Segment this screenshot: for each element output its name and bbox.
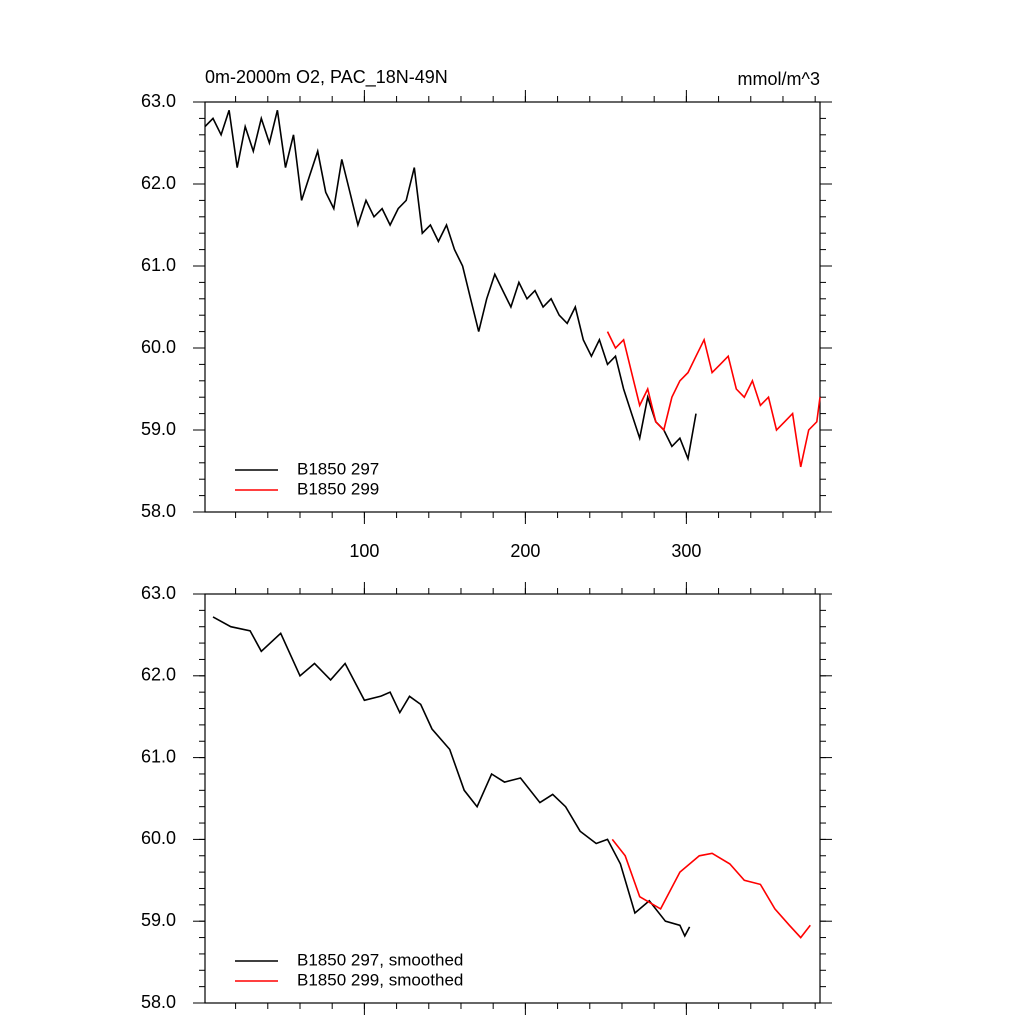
data-line [212,616,691,938]
chart-title: 0m-2000m O2, PAC_18N-49N [205,67,448,88]
y-tick-label: 60.0 [141,337,176,357]
plot-frame [204,593,821,1004]
legend-label: B1850 299 [297,479,379,498]
legend-label: B1850 299, smoothed [297,970,463,989]
x-tick-label: 100 [349,541,379,561]
y-tick-label: 59.0 [141,419,176,439]
x-tick-label: 300 [671,541,701,561]
y-tick-label: 60.0 [141,828,176,848]
data-line [611,838,811,939]
y-tick-label: 62.0 [141,173,176,193]
y-tick-label: 63.0 [141,583,176,603]
legend-label: B1850 297 [297,459,379,478]
x-tick-label: 200 [510,541,540,561]
y-tick-label: 61.0 [141,746,176,766]
legend-label: B1850 297, smoothed [297,950,463,969]
y-tick-label: 63.0 [141,91,176,111]
y-tick-label: 62.0 [141,665,176,685]
data-line [606,331,821,468]
y-tick-label: 58.0 [141,992,176,1012]
plot-frame [204,101,821,513]
y-tick-label: 59.0 [141,910,176,930]
units-label: mmol/m^3 [738,69,820,89]
data-line [204,109,697,462]
y-tick-label: 58.0 [141,501,176,521]
y-tick-label: 61.0 [141,255,176,275]
